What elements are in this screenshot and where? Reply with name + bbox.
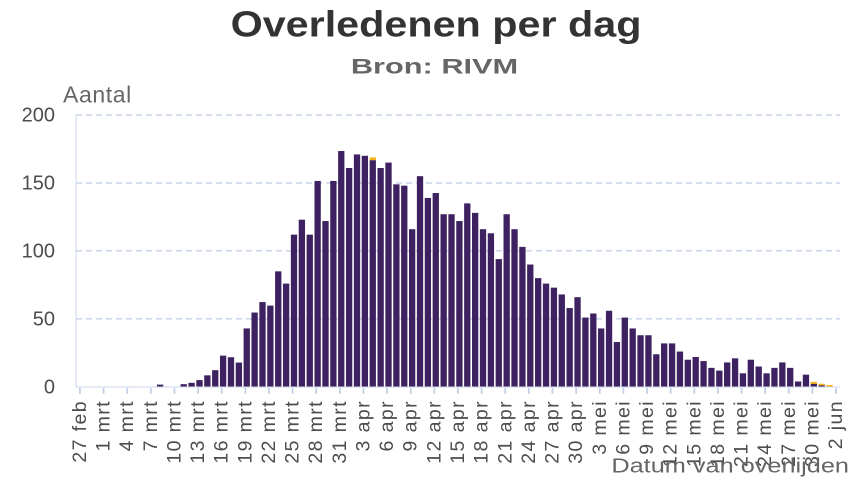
svg-text:24 apr: 24 apr bbox=[518, 400, 540, 464]
svg-text:18 apr: 18 apr bbox=[471, 400, 493, 464]
svg-text:12 apr: 12 apr bbox=[423, 400, 445, 464]
svg-text:27 mei: 27 mei bbox=[778, 400, 800, 467]
svg-text:12 mei: 12 mei bbox=[660, 400, 682, 467]
svg-text:27 feb: 27 feb bbox=[69, 400, 91, 463]
svg-text:0: 0 bbox=[44, 376, 55, 398]
svg-text:3 mei: 3 mei bbox=[589, 400, 611, 455]
svg-text:6 apr: 6 apr bbox=[376, 400, 398, 451]
svg-text:3 apr: 3 apr bbox=[352, 400, 374, 451]
svg-text:200: 200 bbox=[22, 105, 55, 127]
svg-text:27 apr: 27 apr bbox=[542, 400, 564, 464]
svg-text:30 mei: 30 mei bbox=[801, 400, 823, 467]
svg-text:28 mrt: 28 mrt bbox=[305, 400, 327, 464]
svg-text:19 mrt: 19 mrt bbox=[234, 400, 256, 464]
svg-text:2 jun: 2 jun bbox=[825, 400, 847, 449]
svg-text:21 apr: 21 apr bbox=[494, 400, 516, 464]
svg-text:15 mei: 15 mei bbox=[683, 400, 705, 467]
svg-text:10 mrt: 10 mrt bbox=[163, 400, 185, 464]
svg-text:21 mei: 21 mei bbox=[731, 400, 753, 467]
svg-text:Bron: RIVM: Bron: RIVM bbox=[351, 54, 518, 78]
svg-text:9 mei: 9 mei bbox=[636, 400, 658, 455]
svg-text:Overledenen per dag: Overledenen per dag bbox=[231, 5, 642, 45]
svg-text:150: 150 bbox=[22, 173, 55, 195]
svg-text:18 mei: 18 mei bbox=[707, 400, 729, 467]
svg-text:Aantal: Aantal bbox=[63, 81, 132, 107]
svg-text:22 mrt: 22 mrt bbox=[258, 400, 280, 464]
svg-text:25 mrt: 25 mrt bbox=[282, 400, 304, 464]
svg-text:50: 50 bbox=[33, 308, 55, 330]
svg-text:1 mrt: 1 mrt bbox=[93, 400, 115, 451]
svg-text:4 mrt: 4 mrt bbox=[116, 400, 138, 451]
svg-text:9 apr: 9 apr bbox=[400, 400, 422, 451]
svg-text:6 mei: 6 mei bbox=[612, 400, 634, 455]
svg-text:Datum van overlijden: Datum van overlijden bbox=[611, 454, 849, 477]
svg-text:100: 100 bbox=[22, 240, 55, 262]
svg-text:13 mrt: 13 mrt bbox=[187, 400, 209, 464]
svg-text:15 apr: 15 apr bbox=[447, 400, 469, 464]
svg-text:16 mrt: 16 mrt bbox=[211, 400, 233, 464]
svg-text:7 mrt: 7 mrt bbox=[140, 400, 162, 451]
svg-text:31 mrt: 31 mrt bbox=[329, 400, 351, 464]
svg-text:24 mei: 24 mei bbox=[754, 400, 776, 467]
svg-text:30 apr: 30 apr bbox=[565, 400, 587, 464]
